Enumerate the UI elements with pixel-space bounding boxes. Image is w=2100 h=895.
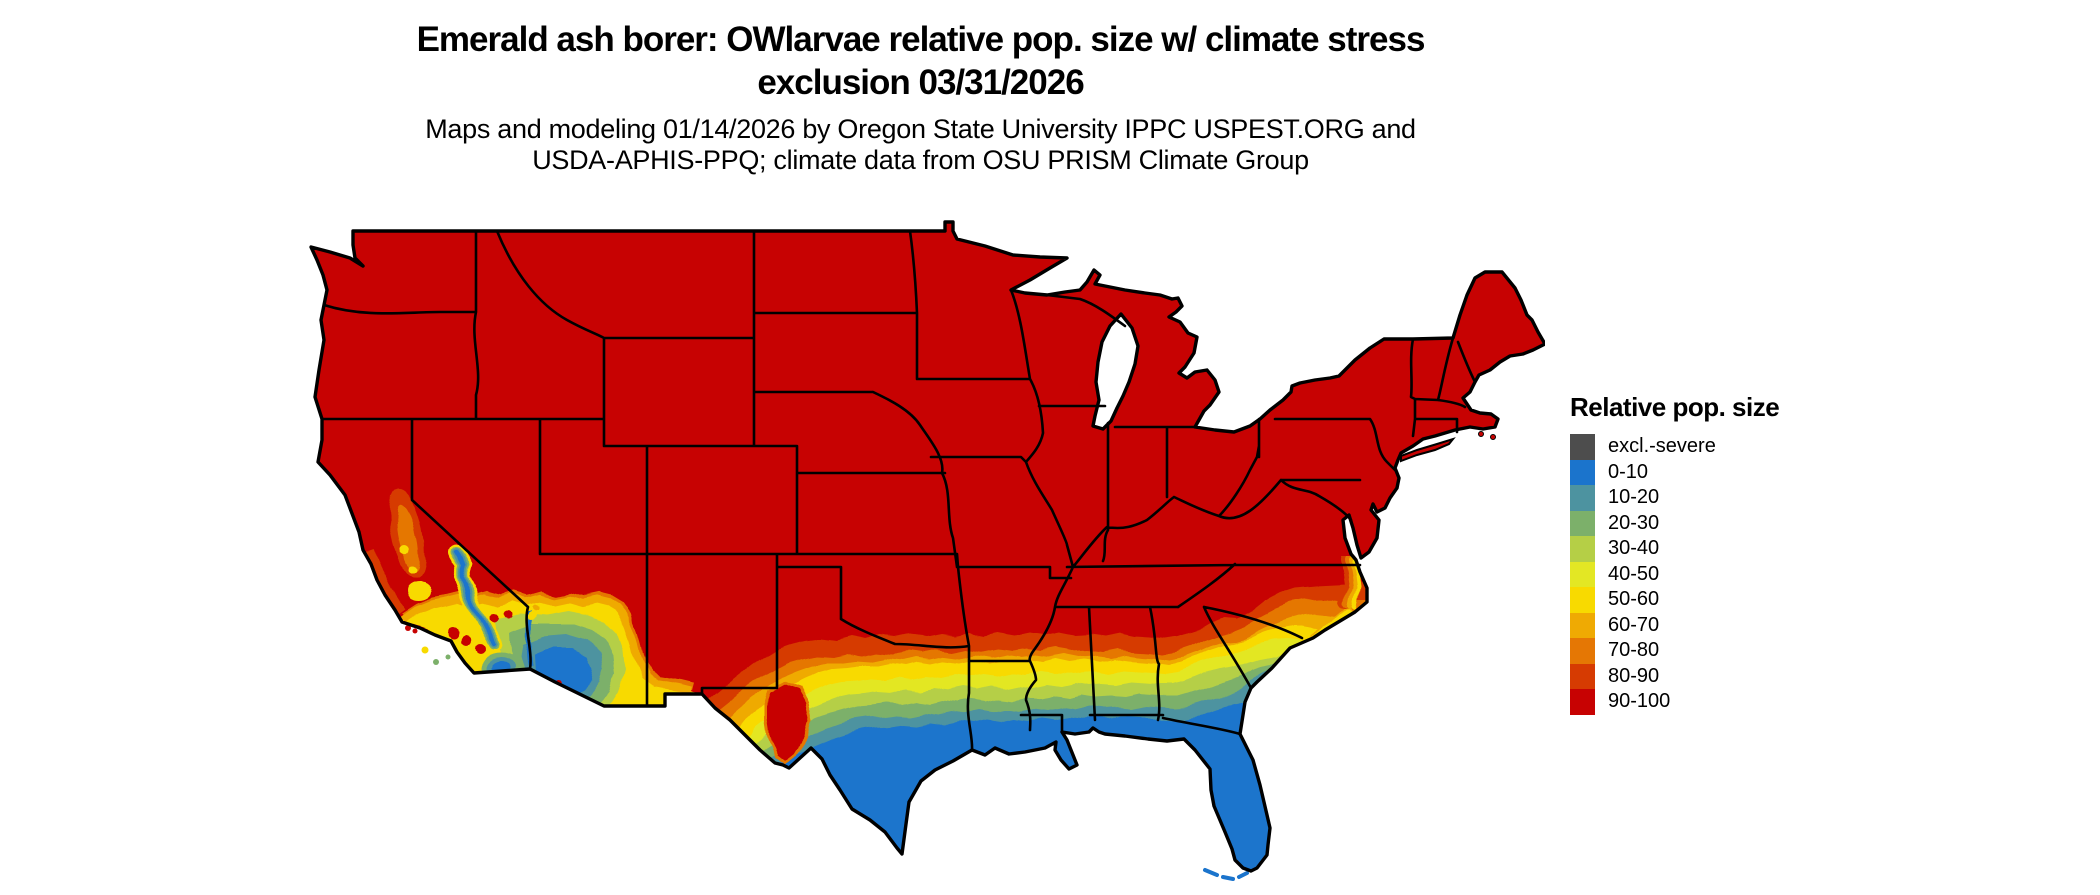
channel-island-red-1 bbox=[405, 625, 411, 631]
kern-yellow-spot bbox=[406, 582, 432, 600]
subtitle-line-2: USDA-APHIS-PPQ; climate data from OSU PR… bbox=[532, 145, 1309, 175]
nantucket bbox=[1490, 434, 1496, 440]
legend-color-swatch bbox=[1570, 459, 1595, 485]
mojave-red-1 bbox=[490, 613, 500, 623]
legend-item-label: 80-90 bbox=[1608, 664, 1660, 687]
legend-title: Relative pop. size bbox=[1570, 392, 1780, 422]
florida-keys bbox=[1203, 868, 1249, 881]
title-block: Emerald ash borer: OWlarvae relative pop… bbox=[0, 18, 1841, 176]
legend-item: 90-100 bbox=[1570, 689, 1870, 715]
legend-item-label: 70-80 bbox=[1608, 639, 1660, 661]
legend-color-swatch bbox=[1570, 434, 1595, 460]
central-valley-orange bbox=[396, 504, 420, 572]
mojave-red-2 bbox=[505, 610, 513, 618]
legend-item: 30-40 bbox=[1570, 536, 1870, 562]
socal-mtn-red-3 bbox=[476, 644, 486, 654]
ca-coast-orange-ribbon bbox=[361, 547, 406, 616]
legend-item-label: 40-50 bbox=[1608, 562, 1660, 585]
title-line-2: exclusion 03/31/2026 bbox=[757, 63, 1084, 102]
sw-orange-fringe-light bbox=[400, 593, 694, 696]
title-line-1: Emerald ash borer: OWlarvae relative pop… bbox=[416, 20, 1426, 59]
us-outline bbox=[309, 220, 1547, 873]
nv-river-orange bbox=[532, 605, 538, 611]
legend-color-swatch bbox=[1570, 663, 1595, 689]
valley-yellow-dot-2 bbox=[408, 565, 416, 573]
legend-item: 0-10 bbox=[1570, 459, 1870, 485]
legend-color-swatch bbox=[1570, 485, 1595, 511]
legend-item-label: 50-60 bbox=[1608, 588, 1660, 610]
legend-item: 40-50 bbox=[1570, 561, 1870, 587]
legend-item: excl.-severe bbox=[1570, 434, 1870, 460]
legend-item: 70-80 bbox=[1570, 638, 1870, 664]
channel-island-red-2 bbox=[412, 628, 418, 634]
map-container bbox=[305, 220, 1547, 890]
big-bend-red-pocket bbox=[764, 680, 813, 765]
legend-item: 60-70 bbox=[1570, 612, 1870, 638]
legend-color-swatch bbox=[1570, 536, 1595, 562]
socal-mtn-red-1 bbox=[449, 627, 461, 639]
channel-island-yellow bbox=[421, 646, 429, 654]
legend-color-swatch bbox=[1570, 587, 1595, 613]
us-map-figure bbox=[309, 220, 1547, 881]
legend-item-label: 30-40 bbox=[1608, 537, 1660, 559]
state-borders bbox=[320, 229, 1477, 752]
legend: Relative pop. size excl.-severe 0-10 10-20… bbox=[1570, 392, 1870, 715]
socal-mtn-red-2 bbox=[463, 636, 473, 646]
legend-item-label: 90-100 bbox=[1608, 690, 1671, 712]
page-title: Emerald ash borer: OWlarvae relative pop… bbox=[0, 18, 1841, 104]
legend-items: excl.-severe 0-10 10-20 20-30 30-40 40-50 50-6… bbox=[1570, 434, 1870, 715]
long-island bbox=[1400, 437, 1456, 463]
legend-color-swatch bbox=[1570, 612, 1595, 638]
legend-color-swatch bbox=[1570, 638, 1595, 664]
legend-color-swatch bbox=[1570, 561, 1595, 587]
legend-item: 10-20 bbox=[1570, 485, 1870, 511]
nv-river-yellow bbox=[527, 612, 535, 620]
eastern-ca-valley-streak bbox=[449, 544, 503, 652]
legend-item: 20-30 bbox=[1570, 510, 1870, 536]
legend-item-label: 0-10 bbox=[1608, 460, 1649, 483]
legend-item: 80-90 bbox=[1570, 663, 1870, 689]
legend-item-label: 10-20 bbox=[1608, 486, 1660, 508]
channel-island-green-1 bbox=[433, 659, 439, 665]
legend-color-swatch bbox=[1570, 689, 1595, 715]
legend-item-label: 60-70 bbox=[1608, 613, 1660, 636]
legend-item: 50-60 bbox=[1570, 587, 1870, 613]
legend-color-swatch bbox=[1570, 510, 1595, 536]
offshore-islands bbox=[405, 431, 1496, 881]
legend-item-label: excl.-severe bbox=[1608, 435, 1716, 457]
channel-island-green-2 bbox=[445, 654, 451, 660]
valley-yellow-dot-1 bbox=[399, 544, 409, 554]
coastal-strip-va-yellow bbox=[1353, 560, 1361, 608]
legend-item-label: 20-30 bbox=[1608, 511, 1660, 534]
page-subtitle: Maps and modeling 01/14/2026 by Oregon S… bbox=[0, 114, 1841, 176]
subtitle-line-1: Maps and modeling 01/14/2026 by Oregon S… bbox=[425, 114, 1416, 144]
streak-blue bbox=[455, 550, 497, 646]
marthas-vineyard bbox=[1478, 431, 1484, 437]
